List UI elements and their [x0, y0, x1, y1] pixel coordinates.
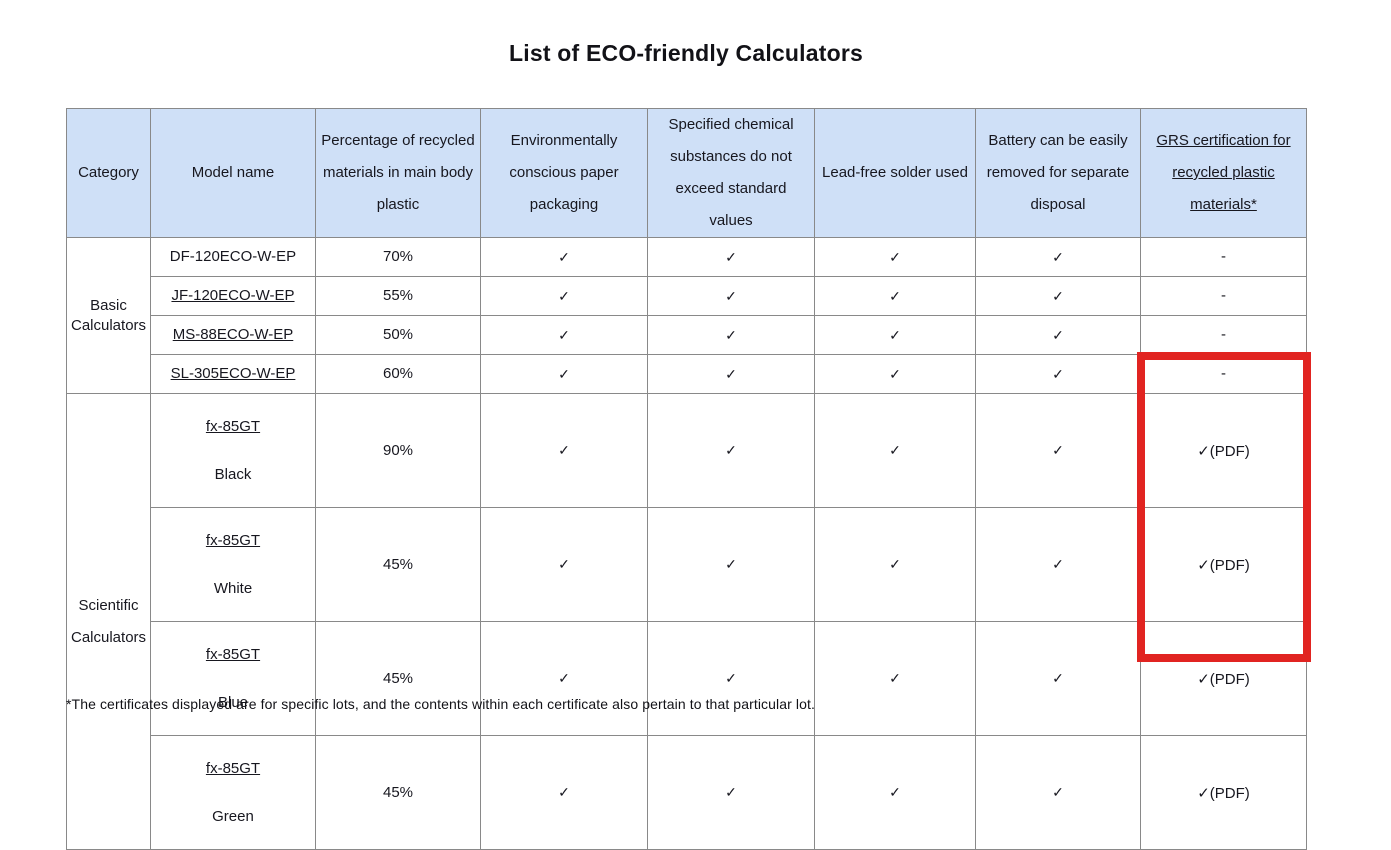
header-model-name: Model name [150, 108, 316, 238]
model-cell[interactable]: MS-88ECO-W-EP [150, 315, 316, 355]
model-text: DF-120ECO-W-EP [169, 248, 297, 265]
solder-check-cell: ✓ [814, 621, 976, 736]
paper-check-cell: ✓ [480, 507, 648, 622]
model-cell: DF-120ECO-W-EP [150, 237, 316, 277]
model-link[interactable]: fx-85GT [205, 646, 261, 663]
recycled-cell: 45% [315, 735, 481, 850]
solder-check-cell: ✓ [814, 735, 976, 850]
model-link[interactable]: fx-85GT [205, 532, 261, 549]
table-row: fx-85GT Green 45% ✓ ✓ ✓ ✓ ✓(PDF) [67, 735, 1307, 850]
battery-check-cell: ✓ [975, 507, 1141, 622]
grs-cell: - [1140, 237, 1307, 277]
model-variant: Blue [217, 694, 249, 711]
grs-pdf-cell[interactable]: ✓(PDF) [1140, 621, 1307, 736]
recycled-cell: 90% [315, 393, 481, 508]
recycled-cell: 45% [315, 507, 481, 622]
recycled-cell: 60% [315, 354, 481, 394]
grs-cell: - [1140, 354, 1307, 394]
paper-check-cell: ✓ [480, 621, 648, 736]
header-row: Category Model name Percentage of recycl… [66, 108, 1307, 238]
table-row: JF-120ECO-W-EP 55% ✓ ✓ ✓ ✓ - [67, 276, 1307, 316]
battery-check-cell: ✓ [975, 621, 1141, 736]
table-row: SL-305ECO-W-EP 60% ✓ ✓ ✓ ✓ - [67, 354, 1307, 394]
model-variant: Green [212, 808, 254, 825]
grs-cell: - [1140, 315, 1307, 355]
model-link[interactable]: fx-85GT [205, 418, 261, 435]
page-title: List of ECO-friendly Calculators [508, 40, 863, 66]
recycled-cell: 50% [315, 315, 481, 355]
paper-check-cell: ✓ [480, 735, 648, 850]
header-battery-removal: Battery can be easily removed for separa… [975, 108, 1141, 238]
solder-check-cell: ✓ [814, 237, 976, 277]
chemical-check-cell: ✓ [647, 735, 815, 850]
solder-check-cell: ✓ [814, 315, 976, 355]
grs-pdf-cell[interactable]: ✓(PDF) [1140, 735, 1307, 850]
solder-check-cell: ✓ [814, 354, 976, 394]
header-chemical-substances: Specified chemical substances do not exc… [647, 108, 815, 238]
chemical-check-cell: ✓ [647, 237, 815, 277]
table-row: fx-85GT Blue 45% ✓ ✓ ✓ ✓ ✓(PDF) [67, 621, 1307, 736]
model-link[interactable]: MS-88ECO-W-EP [172, 326, 294, 343]
paper-check-cell: ✓ [480, 237, 648, 277]
page: List of ECO-friendly Calculators Categor… [66, 40, 1311, 850]
model-cell[interactable]: SL-305ECO-W-EP [150, 354, 316, 394]
table-row: MS-88ECO-W-EP 50% ✓ ✓ ✓ ✓ - [67, 315, 1307, 355]
model-cell[interactable]: fx-85GT White [150, 507, 316, 622]
paper-check-cell: ✓ [480, 315, 648, 355]
chemical-check-cell: ✓ [647, 507, 815, 622]
solder-check-cell: ✓ [814, 393, 976, 508]
model-cell[interactable]: fx-85GT Blue [150, 621, 316, 736]
paper-check-cell: ✓ [480, 276, 648, 316]
table-row: fx-85GT White 45% ✓ ✓ ✓ ✓ ✓(PDF) [67, 507, 1307, 622]
battery-check-cell: ✓ [975, 393, 1141, 508]
header-grs-certification-link[interactable]: GRS certification for recycled plastic m… [1140, 108, 1307, 238]
battery-check-cell: ✓ [975, 237, 1141, 277]
battery-check-cell: ✓ [975, 276, 1141, 316]
eco-calculators-table: Category Model name Percentage of recycl… [66, 108, 1307, 850]
battery-check-cell: ✓ [975, 735, 1141, 850]
paper-check-cell: ✓ [480, 393, 648, 508]
header-lead-free-solder: Lead-free solder used [814, 108, 976, 238]
model-link[interactable]: JF-120ECO-W-EP [171, 287, 295, 304]
battery-check-cell: ✓ [975, 354, 1141, 394]
model-link[interactable]: SL-305ECO-W-EP [170, 365, 296, 382]
model-cell[interactable]: JF-120ECO-W-EP [150, 276, 316, 316]
table-row: Basic Calculators DF-120ECO-W-EP 70% ✓ ✓… [66, 237, 1307, 394]
model-variant: White [213, 580, 253, 597]
recycled-cell: 45% [315, 621, 481, 736]
table-row: Scientific Calculators fx-85GT Black 90%… [66, 393, 1307, 850]
chemical-check-cell: ✓ [647, 276, 815, 316]
category-cell-basic: Basic Calculators [66, 237, 151, 394]
recycled-cell: 70% [315, 237, 481, 277]
grs-pdf-cell[interactable]: ✓(PDF) [1140, 393, 1307, 508]
header-recycled-percentage: Percentage of recycled materials in main… [315, 108, 481, 238]
grs-cell: - [1140, 276, 1307, 316]
paper-check-cell: ✓ [480, 354, 648, 394]
chemical-check-cell: ✓ [647, 393, 815, 508]
solder-check-cell: ✓ [814, 276, 976, 316]
model-variant: Black [214, 466, 252, 483]
model-link[interactable]: fx-85GT [205, 760, 261, 777]
grs-pdf-cell[interactable]: ✓(PDF) [1140, 507, 1307, 622]
recycled-cell: 55% [315, 276, 481, 316]
header-paper-packaging: Environmentally conscious paper packagin… [480, 108, 648, 238]
grs-header-link-text[interactable]: GRS certification for recycled plastic m… [1156, 132, 1291, 213]
model-cell[interactable]: fx-85GT Green [150, 735, 316, 850]
chemical-check-cell: ✓ [647, 621, 815, 736]
header-category: Category [66, 108, 151, 238]
footnote: *The certificates displayed are for spec… [66, 696, 815, 712]
model-cell[interactable]: fx-85GT Black [150, 393, 316, 508]
chemical-check-cell: ✓ [647, 315, 815, 355]
category-cell-scientific: Scientific Calculators [66, 393, 151, 850]
chemical-check-cell: ✓ [647, 354, 815, 394]
battery-check-cell: ✓ [975, 315, 1141, 355]
solder-check-cell: ✓ [814, 507, 976, 622]
